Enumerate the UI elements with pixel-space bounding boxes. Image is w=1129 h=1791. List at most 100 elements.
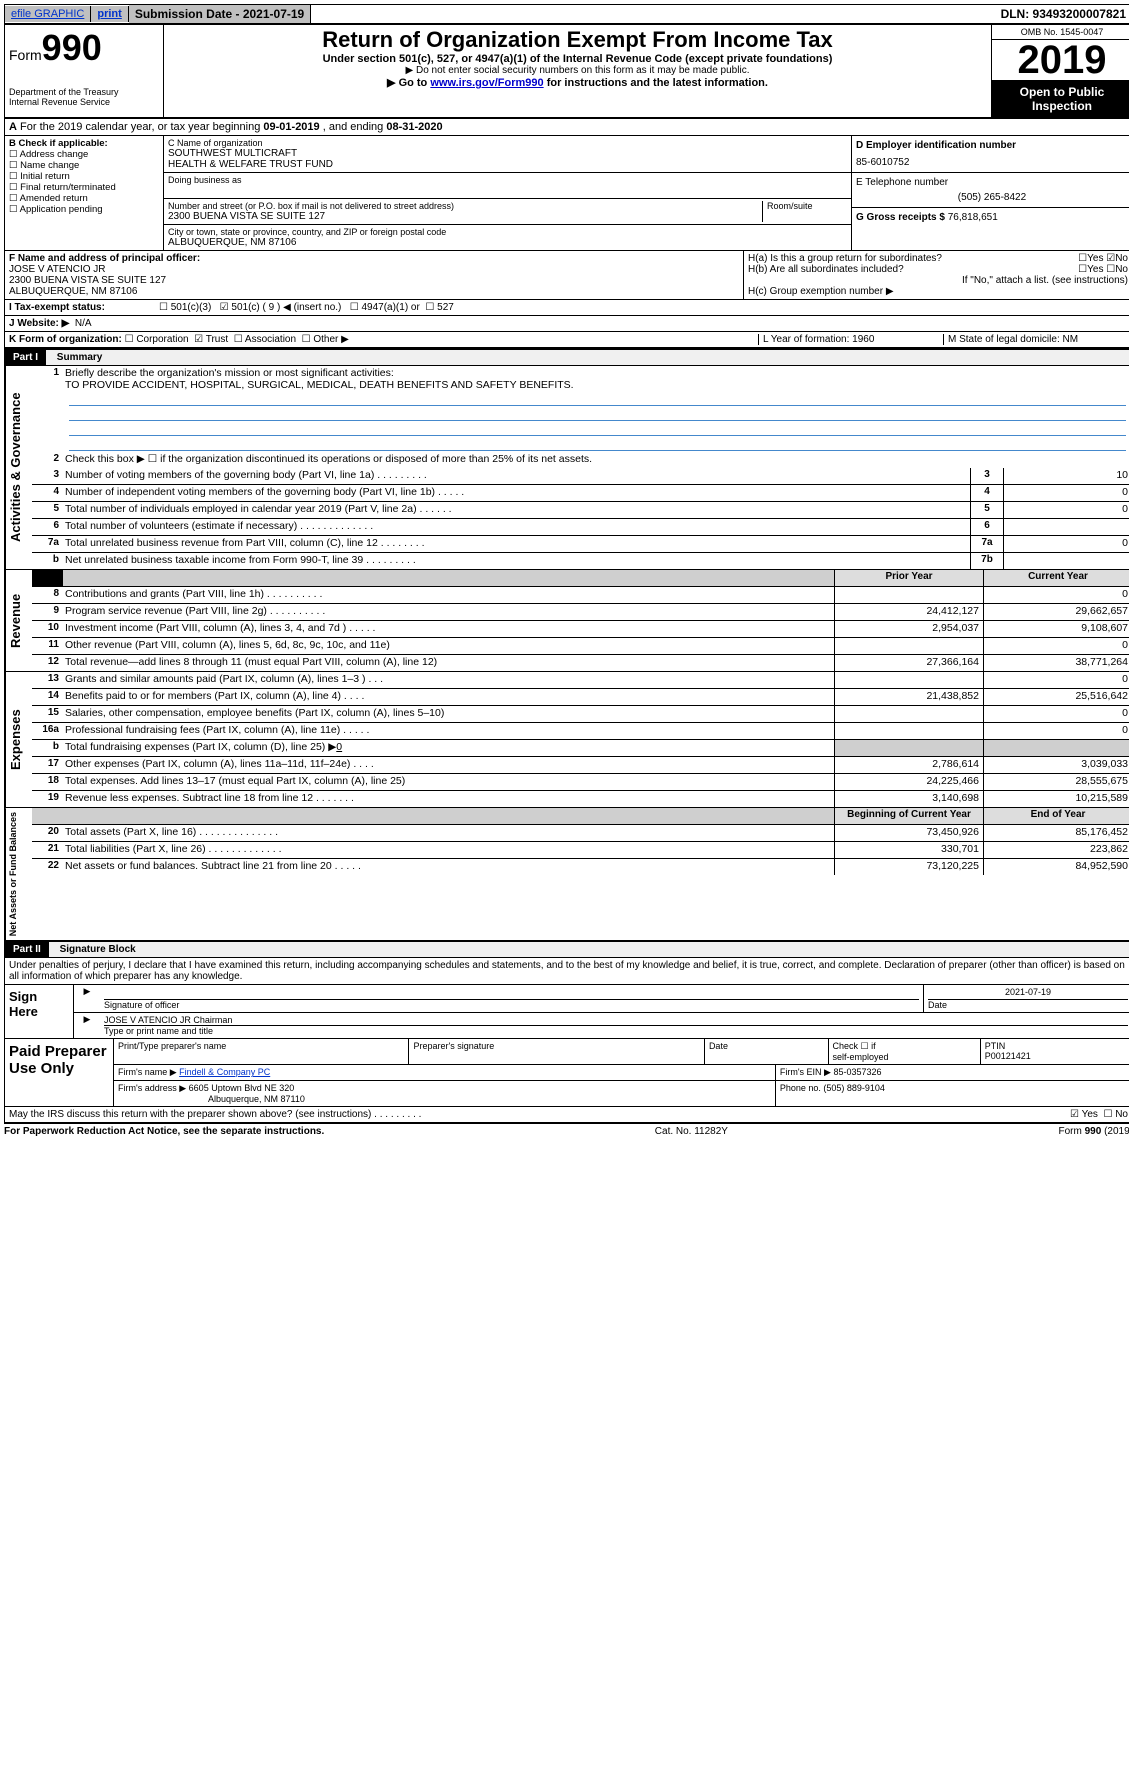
val-8c: 0 — [983, 587, 1129, 603]
form-subtitle-2: ▶ Do not enter social security numbers o… — [168, 65, 987, 76]
val-16ap — [834, 723, 983, 739]
val-13c: 0 — [983, 672, 1129, 688]
val-14p: 21,438,852 — [834, 689, 983, 705]
open-to-public: Open to Public Inspection — [992, 81, 1129, 117]
val-16ac: 0 — [983, 723, 1129, 739]
irs-label: Internal Revenue Service — [9, 97, 159, 107]
box-h: H(a) Is this a group return for subordin… — [744, 251, 1129, 299]
val-13p — [834, 672, 983, 688]
org-name-label: C Name of organization — [168, 138, 847, 148]
check-application-pending[interactable]: ☐ Application pending — [9, 204, 159, 215]
val-20b: 73,450,926 — [834, 825, 983, 841]
ein-value: 85-6010752 — [856, 157, 1128, 168]
val-17p: 2,786,614 — [834, 757, 983, 773]
form-header: Form990 Department of the Treasury Inter… — [4, 25, 1129, 119]
officer-name-title: JOSE V ATENCIO JR Chairman — [104, 1015, 1128, 1026]
officer-name: JOSE V ATENCIO JR — [9, 264, 739, 275]
val-20e: 85,176,452 — [983, 825, 1129, 841]
val-12c: 38,771,264 — [983, 655, 1129, 671]
irs-link[interactable]: www.irs.gov/Form990 — [430, 77, 543, 89]
box-b-checks: B Check if applicable: ☐ Address change … — [5, 136, 164, 250]
check-address-change[interactable]: ☐ Address change — [9, 149, 159, 160]
val-9p: 24,412,127 — [834, 604, 983, 620]
firm-ein: 85-0357326 — [833, 1067, 881, 1077]
part-2-header: Part II Signature Block — [4, 941, 1129, 958]
year-formation: L Year of formation: 1960 — [758, 334, 943, 345]
val-10c: 9,108,607 — [983, 621, 1129, 637]
arrow-icon: ▶ — [74, 985, 100, 1012]
vlabel-revenue: Revenue — [5, 570, 32, 671]
form-subtitle-1: Under section 501(c), 527, or 4947(a)(1)… — [168, 53, 987, 65]
gross-label: G Gross receipts $ — [856, 212, 945, 223]
mission-text: TO PROVIDE ACCIDENT, HOSPITAL, SURGICAL,… — [65, 379, 574, 391]
gross-value: 76,818,651 — [948, 212, 998, 223]
ptin: P00121421 — [985, 1051, 1128, 1061]
phone-value: (505) 265-8422 — [856, 192, 1128, 203]
vlabel-net-assets: Net Assets or Fund Balances — [5, 808, 32, 940]
val-19p: 3,140,698 — [834, 791, 983, 807]
discuss-row: May the IRS discuss this return with the… — [4, 1107, 1129, 1124]
dln: DLN: 93493200007821 — [995, 5, 1129, 23]
check-initial-return[interactable]: ☐ Initial return — [9, 171, 159, 182]
city-value: ALBUQUERQUE, NM 87106 — [168, 237, 847, 248]
val-15p — [834, 706, 983, 722]
val-15c: 0 — [983, 706, 1129, 722]
val-18c: 28,555,675 — [983, 774, 1129, 790]
state-domicile: M State of legal domicile: NM — [943, 334, 1128, 345]
form-number: 990 — [42, 27, 102, 68]
dba-label: Doing business as — [168, 175, 847, 185]
print-button[interactable]: print — [91, 6, 128, 22]
val-22b: 73,120,225 — [834, 859, 983, 875]
city-label: City or town, state or province, country… — [168, 227, 847, 237]
val-11c: 0 — [983, 638, 1129, 654]
form-990-link: Form 990 (2019) — [1059, 1126, 1129, 1137]
firm-addr1: 6605 Uptown Blvd NE 320 — [189, 1083, 295, 1093]
box-d-right: D Employer identification number 85-6010… — [852, 136, 1129, 250]
org-name-2: HEALTH & WELFARE TRUST FUND — [168, 159, 847, 170]
val-19c: 10,215,589 — [983, 791, 1129, 807]
box-f: F Name and address of principal officer:… — [5, 251, 744, 299]
box-c: C Name of organization SOUTHWEST MULTICR… — [164, 136, 852, 250]
val-21b: 330,701 — [834, 842, 983, 858]
vlabel-governance: Activities & Governance — [5, 366, 32, 569]
form-title: Return of Organization Exempt From Incom… — [168, 27, 987, 53]
val-7a: 0 — [1003, 536, 1129, 552]
submission-date: Submission Date - 2021-07-19 — [129, 5, 311, 23]
val-3: 10 — [1003, 468, 1129, 484]
perjury-declaration: Under penalties of perjury, I declare th… — [4, 958, 1129, 985]
org-name-1: SOUTHWEST MULTICRAFT — [168, 148, 847, 159]
street-label: Number and street (or P.O. box if mail i… — [168, 201, 762, 211]
sign-here-block: Sign Here ▶ Signature of officer 2021-07… — [4, 985, 1129, 1039]
val-17c: 3,039,033 — [983, 757, 1129, 773]
street-value: 2300 BUENA VISTA SE SUITE 127 — [168, 211, 762, 222]
val-4: 0 — [1003, 485, 1129, 501]
firm-addr2: Albuquerque, NM 87110 — [118, 1094, 771, 1104]
page-footer: For Paperwork Reduction Act Notice, see … — [4, 1124, 1129, 1139]
val-6 — [1003, 519, 1129, 535]
val-8p — [834, 587, 983, 603]
ein-label: D Employer identification number — [856, 140, 1016, 151]
top-bar: efile GRAPHIC print Submission Date - 20… — [4, 4, 1129, 25]
phone-label: E Telephone number — [856, 177, 1128, 188]
val-14c: 25,516,642 — [983, 689, 1129, 705]
check-amended-return[interactable]: ☐ Amended return — [9, 193, 159, 204]
officer-street: 2300 BUENA VISTA SE SUITE 127 — [9, 275, 739, 286]
firm-name-link[interactable]: Findell & Company PC — [179, 1067, 270, 1077]
vlabel-expenses: Expenses — [5, 672, 32, 807]
form-of-org: K Form of organization: ☐ Corporation ☑ … — [4, 332, 1129, 349]
val-18p: 24,225,466 — [834, 774, 983, 790]
val-11p — [834, 638, 983, 654]
officer-city: ALBUQUERQUE, NM 87106 — [9, 286, 739, 297]
room-label: Room/suite — [767, 201, 847, 211]
tax-year: 2019 — [992, 40, 1129, 81]
check-name-change[interactable]: ☐ Name change — [9, 160, 159, 171]
tax-year-line: A For the 2019 calendar year, or tax yea… — [4, 119, 1129, 136]
part-1-header: Part I Summary — [4, 349, 1129, 366]
val-7b — [1003, 553, 1129, 569]
dept-treasury: Department of the Treasury — [9, 87, 159, 97]
sign-date: 2021-07-19 — [928, 987, 1128, 1000]
val-10p: 2,954,037 — [834, 621, 983, 637]
efile-graphic-link[interactable]: efile GRAPHIC — [5, 6, 91, 22]
val-12p: 27,366,164 — [834, 655, 983, 671]
check-final-return[interactable]: ☐ Final return/terminated — [9, 182, 159, 193]
